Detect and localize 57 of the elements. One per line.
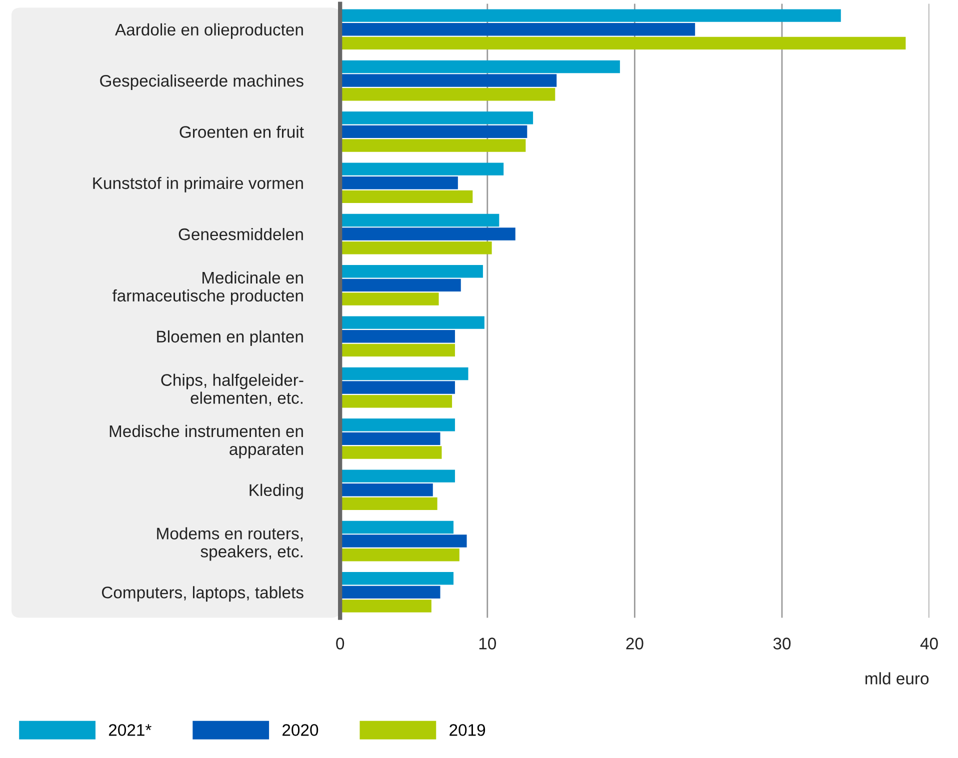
y-tick-label: Kunststof in primaire vormen — [93, 176, 303, 192]
bar — [340, 316, 484, 329]
y-tick-label: Gespecialiseerde machines — [100, 74, 304, 90]
y-tick-label: Medische instrumenten en apparaten — [110, 424, 303, 458]
y-tick-label: Modems en routers, speakers, etc. — [157, 527, 302, 561]
x-axis-title: mld euro — [866, 672, 929, 684]
bar — [340, 470, 455, 482]
bar — [340, 600, 432, 612]
bar — [340, 241, 492, 254]
bar — [340, 278, 461, 292]
bar — [340, 548, 460, 562]
bar — [340, 265, 483, 278]
bar — [340, 125, 528, 138]
bar — [340, 344, 455, 357]
bar — [340, 88, 556, 101]
bar — [340, 381, 455, 394]
y-tick-label: Computers, laptops, tablets — [102, 586, 304, 602]
bar — [340, 190, 473, 204]
x-tick-label: 30 — [773, 638, 791, 650]
bar — [340, 394, 452, 408]
bar — [340, 484, 433, 496]
bar — [340, 60, 620, 74]
bar — [340, 520, 454, 534]
bar — [340, 367, 468, 380]
bar — [340, 139, 526, 152]
y-tick-label: Geneesmiddelen — [178, 228, 303, 240]
y-tick-label: Chips, halfgeleider- elementen, etc. — [161, 374, 304, 406]
legend-label: 2019 — [450, 724, 486, 736]
bar — [340, 214, 500, 227]
bar — [340, 418, 455, 432]
bar — [340, 586, 440, 599]
bar — [340, 572, 454, 585]
bar — [340, 162, 504, 176]
bar — [340, 9, 841, 22]
bar — [340, 497, 438, 510]
y-tick-label: Kleding — [250, 484, 303, 500]
bar — [340, 228, 516, 240]
legend-label: 2020 — [282, 724, 318, 736]
bar — [340, 176, 458, 190]
bar — [340, 446, 442, 459]
bar — [340, 534, 467, 548]
bar — [340, 74, 557, 87]
x-tick-label: 40 — [920, 638, 938, 650]
y-tick-label: Groenten en fruit — [180, 126, 304, 138]
x-tick-label: 10 — [479, 638, 496, 650]
bar — [340, 23, 696, 36]
bar — [340, 36, 906, 50]
x-tick-label: 20 — [626, 638, 644, 650]
bar — [340, 292, 439, 306]
bar — [340, 112, 534, 124]
bar — [340, 330, 455, 343]
x-tick-label: 0 — [336, 638, 344, 650]
y-tick-label: Medicinale en farmaceutische producten — [112, 271, 303, 305]
bar — [340, 432, 440, 446]
y-tick-label: Aardolie en olieproducten — [115, 23, 303, 39]
legend-label: 2021* — [108, 724, 152, 736]
y-tick-label: Bloemen en planten — [157, 330, 303, 346]
